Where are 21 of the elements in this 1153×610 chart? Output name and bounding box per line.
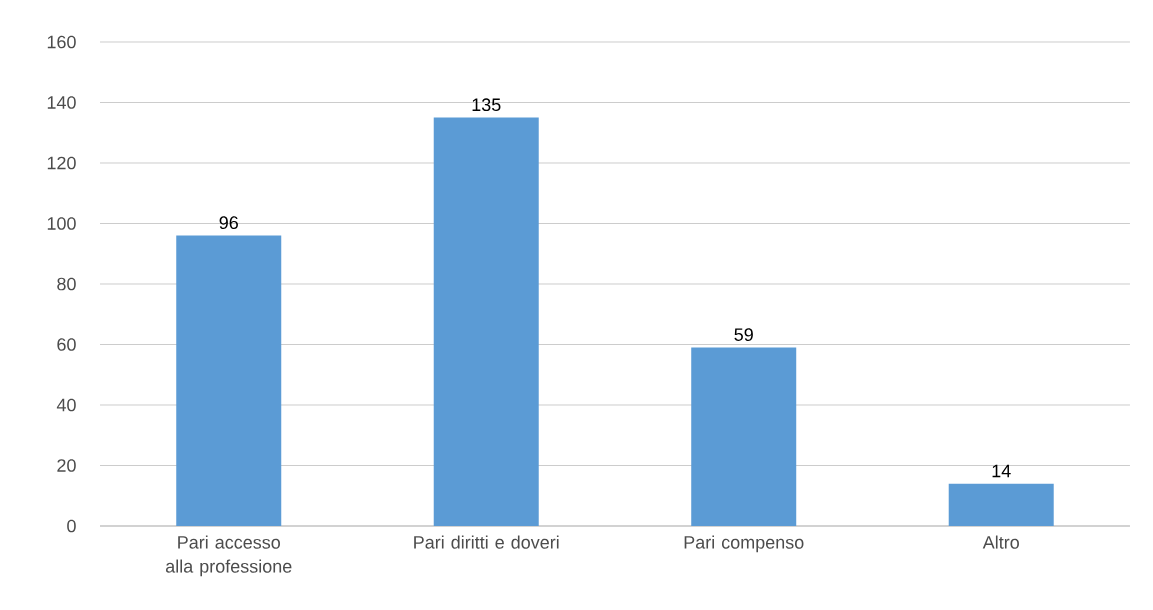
bar [948,483,1054,526]
y-tick-label: 100 [47,217,76,230]
y-tick-label: 0 [67,519,76,533]
bar [691,347,797,526]
y-tick-label: 140 [47,96,76,109]
y-tick-label: 160 [47,35,76,49]
y-tick-label: 120 [47,156,76,170]
y-tick-label: 40 [56,398,76,412]
x-tick-label: Pari diritti e doveri [414,535,559,549]
x-tick-label: Altro [982,535,1019,549]
x-tick-label: Pari accesso alla professione [165,535,292,577]
data-label: 135 [472,98,501,112]
x-tick-label: Pari compenso [684,535,804,553]
data-label: 14 [992,464,1011,478]
bar [433,117,539,526]
bar [176,235,282,526]
y-tick-label: 60 [57,338,76,351]
data-label: 59 [734,328,753,341]
y-tick-label: 20 [57,459,76,472]
data-label: 96 [219,216,238,230]
y-tick-label: 80 [57,277,76,291]
